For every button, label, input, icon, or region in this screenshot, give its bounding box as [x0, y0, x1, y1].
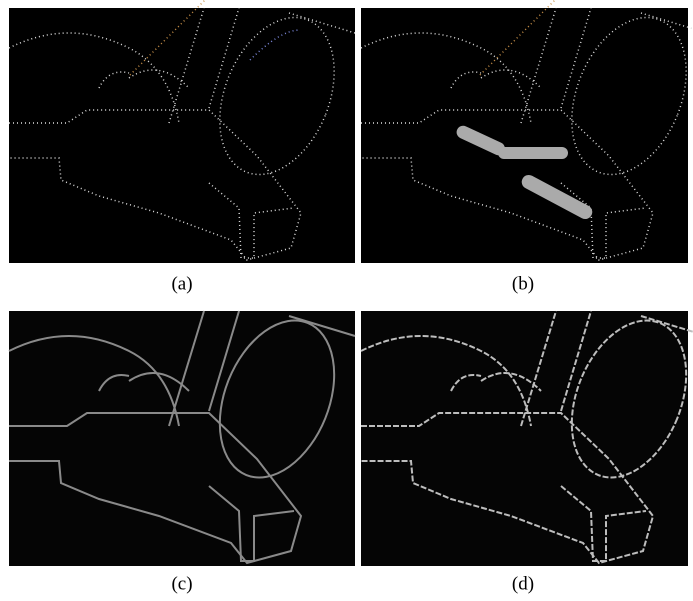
panel-image: [9, 8, 355, 263]
panel-b: (b): [361, 0, 693, 294]
panel-c: (c): [9, 303, 356, 594]
figure: (a) (b) (c) (d): [0, 0, 693, 601]
panel-image: [361, 311, 688, 566]
caption: (b): [512, 273, 534, 294]
caption: (c): [171, 573, 192, 594]
page: (a) (b) (c) (d) (() => { const data = JS…: [0, 0, 693, 601]
panel-image: [361, 8, 688, 263]
caption: (a): [171, 273, 192, 294]
panel-d: (d): [361, 303, 693, 594]
panel-image: [9, 311, 355, 566]
highlight: [498, 147, 568, 159]
panel-a: (a): [9, 0, 356, 294]
caption: (d): [512, 573, 534, 594]
